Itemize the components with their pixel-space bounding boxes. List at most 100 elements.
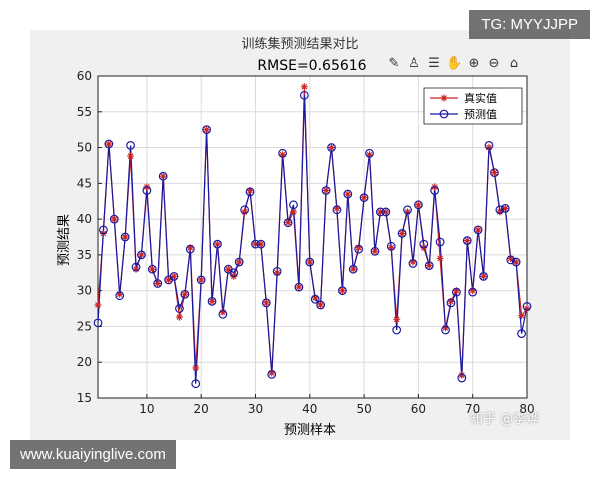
data-point-actual — [235, 258, 243, 266]
data-point-predicted — [207, 297, 217, 306]
data-point-predicted — [310, 294, 320, 304]
data-point-predicted — [375, 207, 385, 217]
data-point-predicted — [120, 232, 130, 242]
plot-frame — [97, 75, 528, 399]
data-point-predicted — [294, 282, 304, 292]
data-point-predicted — [403, 205, 412, 215]
data-point-predicted — [337, 286, 347, 296]
data-point-predicted — [408, 259, 418, 268]
data-point-predicted — [131, 262, 141, 272]
data-point-predicted — [332, 205, 342, 215]
data-point-predicted — [218, 309, 228, 319]
chart-subtitle: RMSE=0.65616 — [257, 58, 366, 74]
zoom-in-icon[interactable]: ⊕ — [468, 56, 480, 71]
data-point-predicted — [267, 369, 277, 379]
data-point-predicted — [462, 236, 472, 245]
x-axis-label: 预测样本 — [284, 423, 336, 438]
data-point-predicted — [104, 139, 114, 149]
data-point-predicted — [229, 268, 239, 278]
y-axis-label: 预测结果 — [57, 214, 72, 266]
data-point-predicted — [305, 257, 315, 267]
data-point-predicted — [272, 266, 282, 276]
y-tick-label: 50 — [77, 141, 92, 155]
legend-box — [423, 87, 523, 125]
data-point-actual — [371, 247, 379, 255]
zoom-out-icon[interactable]: ⊖ — [488, 56, 500, 71]
data-point-predicted — [473, 225, 483, 235]
pan-hand-icon[interactable]: ✋ — [446, 56, 463, 71]
data-point-predicted — [490, 168, 499, 178]
data-point-predicted — [468, 287, 478, 297]
data-point-actual — [208, 297, 216, 305]
data-point-predicted — [327, 143, 336, 152]
data-point-predicted — [343, 189, 353, 199]
data-point-predicted — [153, 279, 163, 288]
data-point-actual — [159, 172, 167, 180]
x-tick-label: 30 — [248, 402, 263, 416]
data-point-predicted — [115, 291, 125, 301]
data-point-actual — [300, 83, 308, 91]
edit-plot-icon[interactable]: ✎ — [388, 56, 400, 71]
data-point-predicted — [93, 318, 103, 328]
data-point-actual — [480, 272, 488, 280]
data-point-predicted — [316, 300, 326, 310]
data-point-predicted — [126, 141, 135, 150]
home-view-icon[interactable]: ⌂ — [509, 56, 519, 71]
data-point-predicted — [283, 218, 293, 228]
data-point-actual — [197, 276, 205, 284]
y-tick-label: 45 — [77, 176, 92, 190]
data-point-actual — [262, 299, 270, 307]
zhihu-watermark: 知乎 @李烨 — [470, 412, 540, 427]
data-point-predicted — [169, 271, 179, 281]
x-tick-label: 60 — [411, 402, 426, 416]
legend-entry: 预测值 — [464, 108, 497, 121]
data-point-predicted — [419, 239, 429, 249]
y-tick-label: 20 — [77, 355, 92, 369]
data-point-actual — [192, 364, 200, 372]
data-point-predicted — [109, 214, 119, 224]
data-point-predicted — [359, 193, 369, 203]
data-point-predicted — [484, 141, 494, 150]
data-cursor-icon[interactable]: ♙ — [408, 56, 420, 71]
data-point-predicted — [175, 304, 184, 313]
data-point-actual — [393, 315, 401, 323]
data-point-actual — [284, 219, 292, 227]
data-point-predicted — [506, 255, 516, 265]
data-point-predicted — [452, 287, 461, 297]
data-point-predicted — [321, 186, 331, 195]
x-tick-label: 20 — [194, 402, 209, 416]
data-point-predicted — [147, 264, 157, 274]
legend-marker-predicted — [439, 109, 449, 119]
data-point-predicted — [191, 379, 201, 389]
data-point-predicted — [511, 257, 521, 267]
insert-legend-icon[interactable]: ☰ — [428, 56, 440, 71]
data-point-predicted — [289, 200, 298, 210]
data-point-predicted — [365, 148, 374, 158]
data-point-actual — [490, 169, 498, 177]
data-point-predicted — [479, 271, 488, 281]
telegram-watermark: TG: MYYJJPP — [469, 10, 590, 39]
data-point-predicted — [240, 205, 250, 215]
data-point-predicted — [430, 186, 440, 195]
data-point-predicted — [413, 200, 423, 210]
y-tick-label: 35 — [77, 248, 92, 262]
data-point-predicted — [137, 250, 146, 260]
data-point-predicted — [196, 275, 206, 285]
data-point-actual — [127, 152, 135, 160]
data-point-predicted — [180, 289, 190, 299]
data-point-actual — [360, 194, 368, 202]
data-point-actual — [213, 240, 221, 248]
data-point-actual — [306, 258, 314, 266]
x-tick-label: 50 — [356, 402, 371, 416]
data-point-actual — [94, 301, 102, 309]
data-point-actual — [398, 229, 406, 237]
data-point-actual — [110, 215, 118, 223]
data-point-actual — [154, 280, 162, 288]
y-tick-label: 55 — [77, 105, 92, 119]
data-point-predicted — [142, 186, 152, 195]
data-point-predicted — [392, 325, 402, 335]
data-point-predicted — [99, 225, 108, 235]
data-point-predicted — [299, 90, 309, 100]
data-point-predicted — [213, 239, 222, 249]
data-point-actual — [349, 265, 357, 273]
